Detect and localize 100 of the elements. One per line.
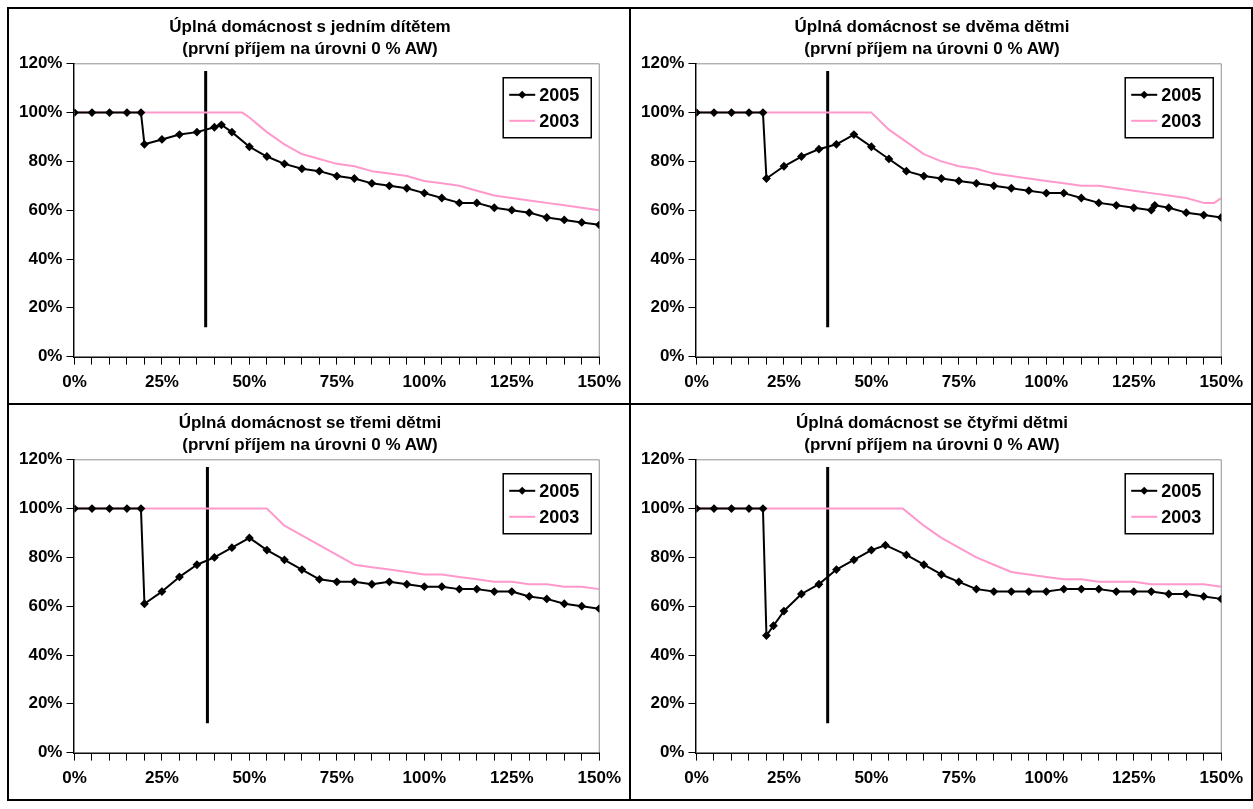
point xyxy=(954,176,963,185)
point xyxy=(157,587,166,596)
point xyxy=(1129,587,1138,596)
y-tick-label: 40% xyxy=(28,644,63,664)
point xyxy=(140,599,149,608)
point xyxy=(367,580,376,589)
point xyxy=(350,174,359,183)
point xyxy=(525,592,534,601)
x-tick-label: 100% xyxy=(402,372,447,392)
y-tick-label: 100% xyxy=(641,102,685,122)
chart-subtitle: (první příjem na úrovni 0 % AW) xyxy=(804,39,1060,59)
x-tick-label: 0% xyxy=(62,768,87,788)
y-tick-label: 120% xyxy=(641,53,685,73)
point xyxy=(560,599,569,608)
point xyxy=(744,504,753,513)
point xyxy=(402,184,411,193)
point xyxy=(490,587,499,596)
y-tick-label: 100% xyxy=(641,498,685,518)
point xyxy=(762,174,771,183)
point xyxy=(1147,587,1156,596)
point xyxy=(472,585,481,594)
point xyxy=(867,546,876,555)
x-tick-label: 0% xyxy=(684,372,709,392)
point xyxy=(989,181,998,190)
point xyxy=(1182,208,1191,217)
x-tick-label: 75% xyxy=(319,768,354,788)
legend-label: 2003 xyxy=(539,110,580,131)
point xyxy=(245,142,254,151)
point xyxy=(507,587,516,596)
x-tick-label: 25% xyxy=(766,372,801,392)
point xyxy=(315,167,324,176)
x-tick-label: 50% xyxy=(232,768,267,788)
point xyxy=(420,582,429,591)
legend-label: 2005 xyxy=(1161,480,1202,501)
point xyxy=(902,167,911,176)
point xyxy=(402,580,411,589)
point xyxy=(227,128,236,137)
x-tick-label: 125% xyxy=(1112,372,1156,392)
x-tick-label: 50% xyxy=(854,768,889,788)
point xyxy=(797,590,806,598)
point xyxy=(919,172,928,181)
y-tick-label: 60% xyxy=(650,595,685,615)
point xyxy=(727,504,736,513)
y-tick-label: 40% xyxy=(28,248,63,268)
point xyxy=(1150,201,1159,210)
chart-title: Úplná domácnost se čtyřmi dětmi xyxy=(795,412,1069,432)
point xyxy=(367,179,376,188)
point xyxy=(972,585,981,594)
x-tick-label: 25% xyxy=(766,768,801,788)
y-tick-label: 100% xyxy=(19,498,63,518)
point xyxy=(954,577,963,586)
point xyxy=(280,159,289,168)
point xyxy=(1147,206,1156,215)
y-tick-label: 120% xyxy=(19,53,63,73)
y-tick-label: 0% xyxy=(37,346,63,366)
y-tick-label: 80% xyxy=(650,151,685,171)
y-tick-label: 60% xyxy=(28,595,63,615)
point xyxy=(262,152,271,161)
point xyxy=(560,215,569,224)
x-tick-label: 75% xyxy=(941,372,976,392)
point xyxy=(472,198,481,207)
x-tick-label: 125% xyxy=(1112,768,1156,788)
legend-label: 2005 xyxy=(539,480,580,501)
point xyxy=(542,213,551,222)
point xyxy=(297,164,306,173)
point xyxy=(1059,585,1068,594)
y-tick-label: 20% xyxy=(650,297,685,317)
point xyxy=(1164,203,1173,212)
chart-subtitle: (první příjem na úrovni 0 % AW) xyxy=(804,435,1060,455)
y-tick-label: 100% xyxy=(19,102,63,122)
y-tick-label: 20% xyxy=(28,693,63,713)
x-tick-label: 0% xyxy=(62,372,87,392)
point xyxy=(136,108,145,117)
point xyxy=(87,504,96,513)
x-tick-label: 25% xyxy=(144,768,179,788)
point xyxy=(350,577,359,586)
legend-label: 2003 xyxy=(1161,110,1202,131)
point xyxy=(744,108,753,117)
point xyxy=(262,546,271,555)
point xyxy=(832,140,841,149)
point xyxy=(762,631,771,640)
point xyxy=(490,203,499,212)
point xyxy=(849,555,858,564)
x-tick-label: 150% xyxy=(577,768,621,788)
chart-title: Úplná domácnost s jedním dítětem xyxy=(169,16,451,36)
x-tick-label: 75% xyxy=(941,768,976,788)
point xyxy=(175,130,184,139)
y-tick-label: 0% xyxy=(659,742,685,762)
point xyxy=(332,577,341,586)
point xyxy=(420,189,429,198)
point xyxy=(280,555,289,564)
legend-label: 2003 xyxy=(539,506,580,527)
point xyxy=(385,181,394,190)
point xyxy=(1042,189,1051,198)
point xyxy=(1182,590,1191,598)
y-tick-label: 20% xyxy=(650,693,685,713)
point xyxy=(1199,592,1208,601)
point xyxy=(297,565,306,574)
point xyxy=(87,108,96,117)
point xyxy=(105,108,114,117)
